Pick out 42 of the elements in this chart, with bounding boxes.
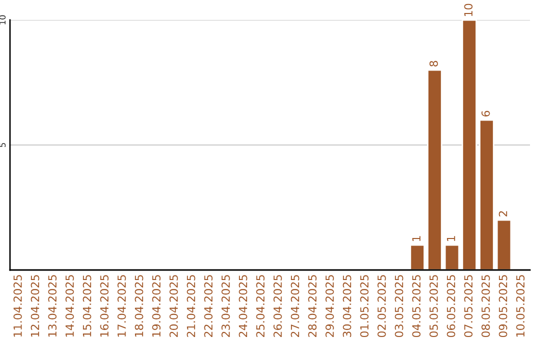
x-tick-label: 18.04.2025 — [134, 275, 144, 337]
data-label: 8 — [429, 60, 438, 66]
x-tick-label: 30.04.2025 — [342, 275, 352, 337]
bar — [496, 219, 512, 270]
x-tick-label: 14.04.2025 — [65, 275, 74, 337]
x-tick-label: 06.05.2025 — [446, 275, 456, 338]
x-tick-label: 24.04.2025 — [238, 275, 248, 337]
x-tick-label: 11.04.2025 — [13, 275, 22, 337]
x-tick-label: 09.05.2025 — [498, 275, 508, 338]
x-tick-label: 20.04.2025 — [169, 275, 178, 337]
x-tick-label: 28.04.2025 — [308, 275, 317, 337]
bar — [410, 244, 425, 270]
x-tick-label: 13.04.2025 — [48, 275, 57, 337]
bar — [444, 244, 460, 270]
x-tick-label: 03.05.2025 — [394, 275, 404, 338]
x-tick-label: 22.04.2025 — [204, 275, 213, 337]
x-tick-label: 07.05.2025 — [464, 275, 473, 338]
x-tick-label: 01.05.2025 — [360, 275, 369, 338]
bar — [462, 20, 477, 270]
bar — [479, 119, 494, 270]
x-tick-label: 27.04.2025 — [290, 275, 300, 337]
x-tick-label: 02.05.2025 — [377, 275, 386, 338]
x-tick-label: 21.04.2025 — [186, 275, 196, 337]
data-label: 2 — [498, 211, 508, 216]
data-label: 6 — [481, 110, 490, 116]
x-tick-label: 26.04.2025 — [273, 275, 282, 337]
x-tick-label: 19.04.2025 — [152, 275, 161, 337]
x-tick-label: 04.05.2025 — [412, 275, 421, 338]
x-tick-label: 16.04.2025 — [100, 275, 109, 337]
x-tick-label: 17.04.2025 — [117, 275, 126, 337]
x-tick-label: 08.05.2025 — [481, 275, 490, 338]
data-label: 10 — [464, 4, 473, 16]
x-tick-label: 23.04.2025 — [221, 275, 230, 337]
x-tick-label: 05.05.2025 — [429, 275, 438, 338]
data-label: 1 — [446, 236, 456, 241]
bar — [427, 69, 442, 270]
x-tick-label: 25.04.2025 — [256, 275, 265, 337]
x-tick-label: 15.04.2025 — [82, 275, 92, 337]
x-tick-label: 29.04.2025 — [325, 275, 334, 337]
data-label: 1 — [412, 236, 420, 241]
x-tick-label: 10.05.2025 — [516, 275, 525, 337]
x-tick-label: 12.04.2025 — [30, 275, 40, 337]
